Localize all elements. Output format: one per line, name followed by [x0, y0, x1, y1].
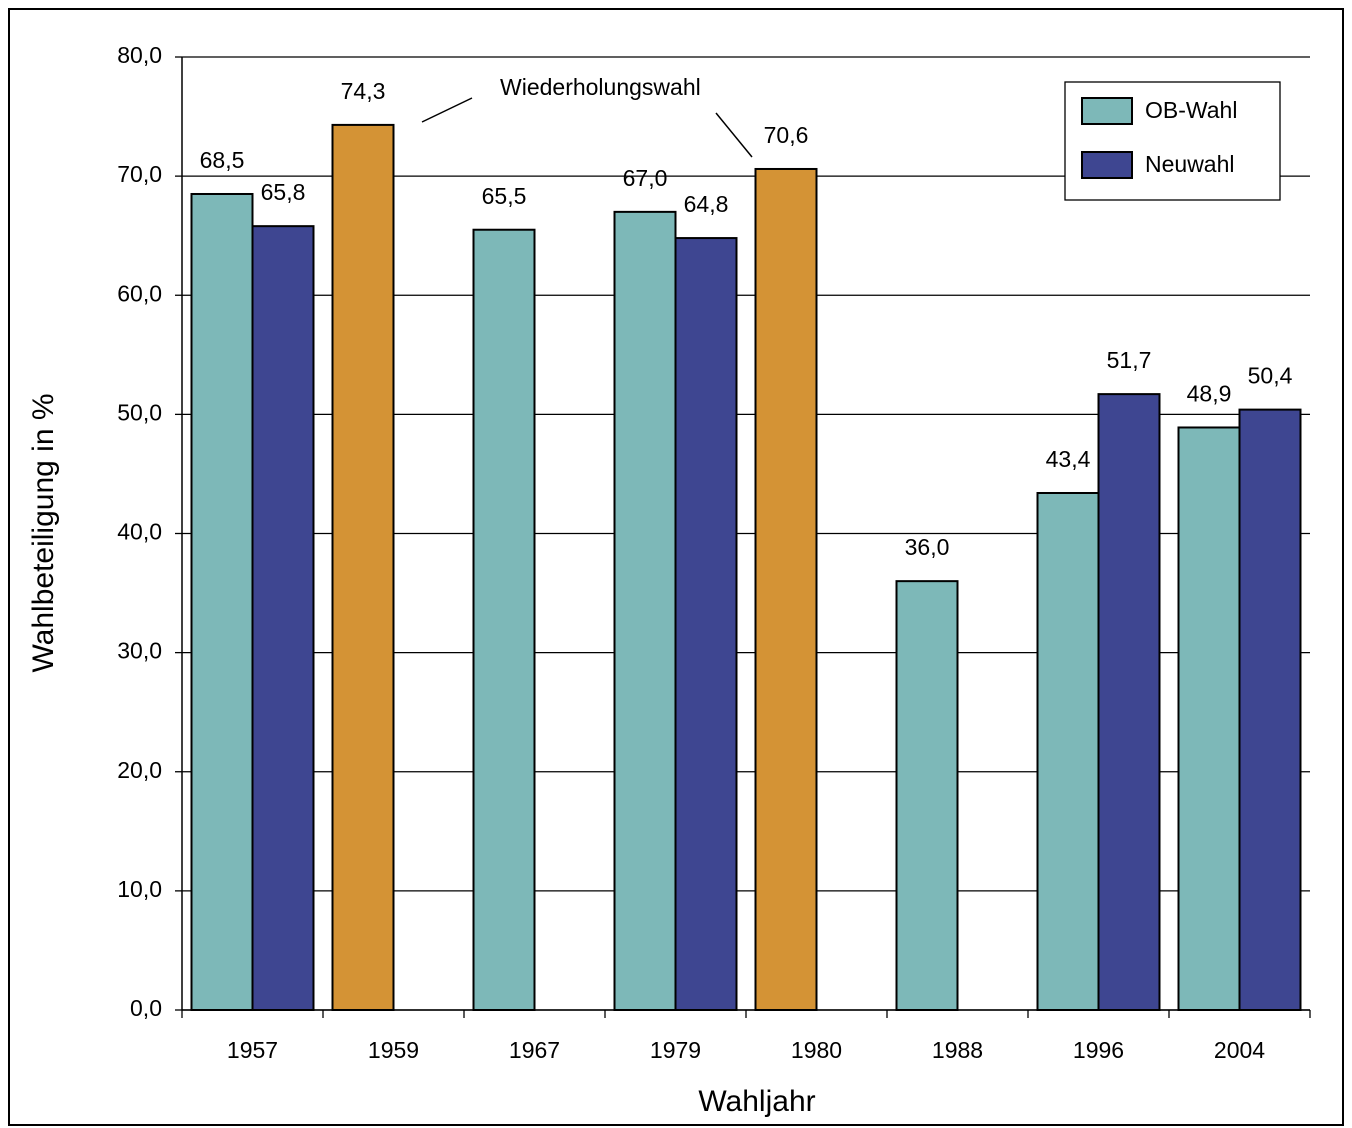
y-tick-label: 10,0 — [117, 876, 162, 902]
x-tick-label: 1967 — [509, 1037, 560, 1063]
value-label: 65,8 — [261, 179, 306, 205]
value-label: 43,4 — [1046, 446, 1091, 472]
value-label: 36,0 — [905, 534, 950, 560]
x-tick-label: 1957 — [227, 1037, 278, 1063]
y-tick-label: 30,0 — [117, 638, 162, 664]
bar — [472, 228, 536, 1011]
x-tick-label: 1996 — [1073, 1037, 1124, 1063]
value-label: 70,6 — [764, 122, 809, 148]
y-tick-label: 20,0 — [117, 757, 162, 783]
x-tick-label: 2004 — [1214, 1037, 1265, 1063]
value-label: 50,4 — [1248, 363, 1293, 389]
value-label: 68,5 — [200, 147, 245, 173]
y-tick-label: 0,0 — [130, 995, 162, 1021]
legend-label: OB-Wahl — [1145, 97, 1237, 123]
leader-line — [715, 112, 753, 158]
bar — [613, 210, 677, 1012]
legend-label: Neuwahl — [1145, 151, 1235, 177]
value-label: 48,9 — [1187, 381, 1232, 407]
bar — [1238, 408, 1302, 1011]
y-tick-label: 50,0 — [117, 399, 162, 425]
y-tick-label: 70,0 — [117, 161, 162, 187]
y-tick-label: 80,0 — [117, 42, 162, 68]
value-label: 51,7 — [1107, 347, 1152, 373]
y-tick-label: 60,0 — [117, 280, 162, 306]
bar — [754, 167, 818, 1012]
y-axis-label: Wahlbeteiligung in % — [27, 393, 60, 672]
bar — [251, 225, 315, 1012]
legend-swatch — [1081, 97, 1133, 125]
bar — [674, 237, 738, 1011]
x-axis-label: Wahljahr — [698, 1085, 815, 1118]
bar — [331, 123, 395, 1012]
y-tick-label: 40,0 — [117, 519, 162, 545]
leader-line — [421, 97, 473, 123]
legend-swatch — [1081, 151, 1133, 179]
bar — [1097, 393, 1161, 1011]
x-tick-label: 1959 — [368, 1037, 419, 1063]
x-tick-label: 1988 — [932, 1037, 983, 1063]
bar — [895, 580, 959, 1012]
annotation: Wiederholungswahl — [500, 74, 701, 100]
value-label: 67,0 — [623, 165, 668, 191]
value-label: 64,8 — [684, 191, 729, 217]
bar — [1036, 491, 1100, 1011]
value-label: 74,3 — [341, 78, 386, 104]
x-tick-label: 1979 — [650, 1037, 701, 1063]
bar — [1177, 426, 1241, 1011]
bar — [190, 192, 254, 1011]
value-label: 65,5 — [482, 183, 527, 209]
x-tick-label: 1980 — [791, 1037, 842, 1063]
